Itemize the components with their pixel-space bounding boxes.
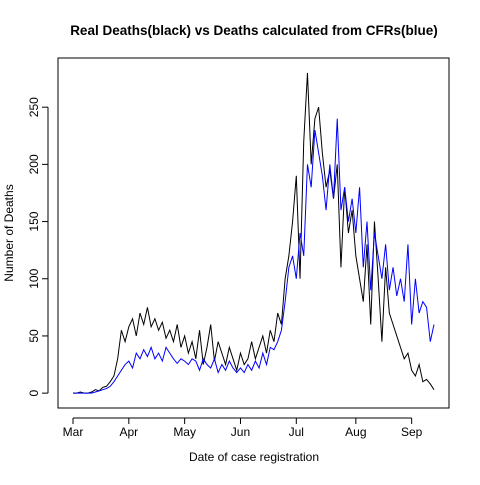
series-line: [73, 118, 435, 394]
x-tick-label: Sep: [401, 425, 423, 439]
x-tick-label: Jun: [231, 425, 250, 439]
y-tick-label: 200: [27, 154, 41, 174]
y-tick-label: 250: [27, 97, 41, 117]
plot-frame: [57, 57, 450, 409]
x-tick-label: May: [173, 425, 196, 439]
x-tick-label: Aug: [345, 425, 366, 439]
y-tick-label: 150: [27, 211, 41, 231]
chart-title: Real Deaths(black) vs Deaths calculated …: [70, 23, 438, 38]
y-tick-label: 50: [27, 329, 41, 343]
x-tick-label: Jul: [289, 425, 304, 439]
x-axis-label: Date of case registration: [189, 450, 319, 464]
x-tick-label: Mar: [63, 425, 84, 439]
y-tick-label: 100: [27, 268, 41, 288]
y-tick-label: 0: [27, 389, 41, 396]
x-tick-label: Apr: [119, 425, 138, 439]
y-axis-label: Number of Deaths: [2, 184, 16, 281]
